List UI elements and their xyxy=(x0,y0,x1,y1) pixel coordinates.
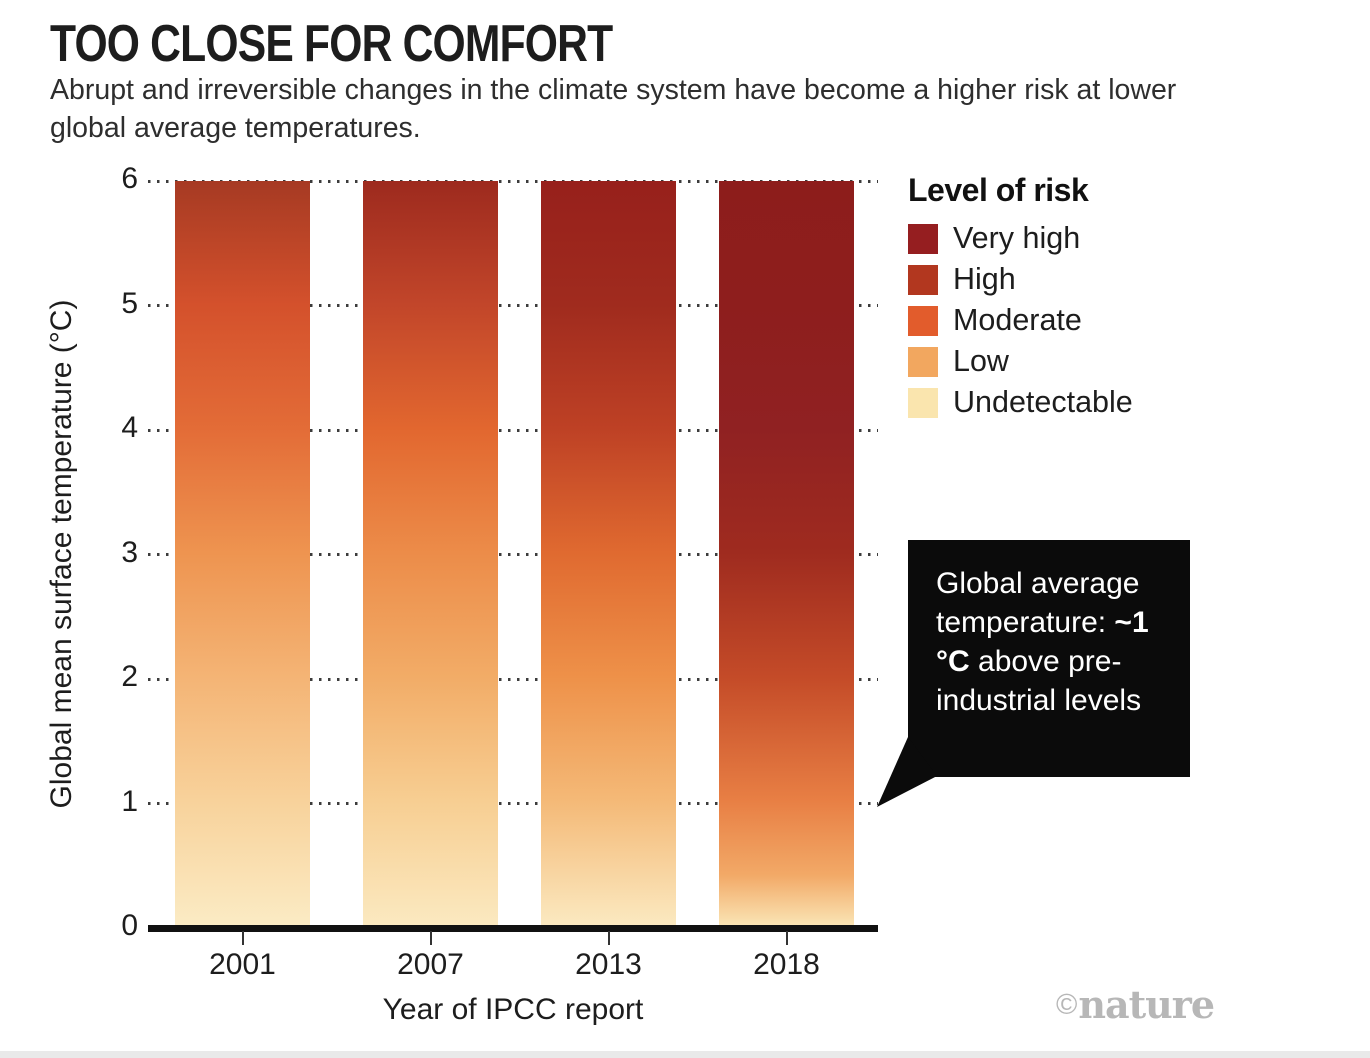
legend-item-high: High xyxy=(908,262,1133,296)
copyright-icon: © xyxy=(1056,988,1078,1021)
chart-title: TOO CLOSE FOR COMFORT xyxy=(50,15,613,73)
callout-bold-value: ~1 °C xyxy=(936,606,1149,678)
callout-text-after: above pre-industrial levels xyxy=(936,645,1142,717)
y-tick-label-3: 3 xyxy=(121,535,138,569)
bar-2018 xyxy=(719,181,854,925)
gridline-1 xyxy=(148,802,878,805)
gridline-3 xyxy=(148,553,878,556)
legend-label: Low xyxy=(953,344,1009,378)
legend-item-moderate: Moderate xyxy=(908,303,1133,337)
x-tick-mark-2018 xyxy=(785,931,788,945)
x-tick-mark-2013 xyxy=(607,931,610,945)
legend-swatch xyxy=(908,305,938,336)
legend-label: High xyxy=(953,262,1016,296)
x-axis-line xyxy=(148,925,878,932)
y-tick-label-4: 4 xyxy=(121,411,138,444)
nature-credit: © nature xyxy=(1056,982,1215,1027)
legend-label: Moderate xyxy=(953,303,1082,337)
legend-item-undetectable: Undetectable xyxy=(908,385,1133,419)
legend-swatch xyxy=(908,264,938,295)
legend-swatch xyxy=(908,387,938,418)
y-axis-title: Global mean surface temperature (°C) xyxy=(45,299,78,809)
y-tick-label-1: 1 xyxy=(121,784,138,818)
gridline-4 xyxy=(148,428,878,432)
chart-subtitle: Abrupt and irreversible changes in the c… xyxy=(50,74,1177,144)
y-tick-label-6: 6 xyxy=(121,162,138,195)
x-tick-label-2001: 2001 xyxy=(209,948,276,981)
legend-swatch xyxy=(908,346,938,377)
legend-label: Undetectable xyxy=(953,385,1133,419)
x-tick-label-2013: 2013 xyxy=(575,948,642,981)
x-tick-label-2018: 2018 xyxy=(753,948,820,981)
bar-2001 xyxy=(175,181,310,925)
legend-label: Very high xyxy=(953,221,1081,255)
x-tick-mark-2007 xyxy=(429,931,432,945)
x-tick-mark-2001 xyxy=(241,931,244,945)
gridline-2 xyxy=(148,677,878,681)
callout-global-average-temperature: Global average temperature: ~1 °C above … xyxy=(908,540,1190,777)
nature-wordmark: nature xyxy=(1078,982,1215,1027)
x-axis-title: Year of IPCC report xyxy=(382,993,644,1026)
x-tick-label-2007: 2007 xyxy=(397,948,464,981)
legend-item-very-high: Very high xyxy=(908,221,1133,255)
risk-legend: Level of risk Very high High Moderate Low Un… xyxy=(908,172,1133,428)
gridline-5 xyxy=(148,304,878,307)
bottom-edge-strip xyxy=(0,1051,1370,1058)
y-tick-label-5: 5 xyxy=(121,286,138,320)
legend-items: Very high High Moderate Low Undetectable xyxy=(908,221,1133,419)
legend-swatch xyxy=(908,223,938,254)
callout-text: Global average temperature: xyxy=(936,567,1140,639)
y-tick-label-2: 2 xyxy=(121,660,138,693)
bar-2007 xyxy=(363,181,498,925)
bar-2013 xyxy=(541,181,676,925)
legend-title: Level of risk xyxy=(908,172,1089,208)
gridline-6 xyxy=(148,179,878,183)
legend-item-low: Low xyxy=(908,344,1133,378)
y-tick-label-0: 0 xyxy=(121,909,138,942)
